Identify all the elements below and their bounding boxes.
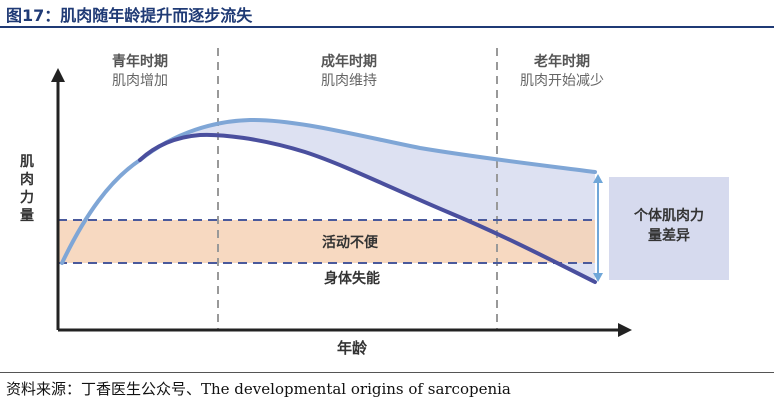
band-label: 活动不便 <box>322 234 379 251</box>
curve-gap-area <box>140 119 595 282</box>
difference-label-line1: 个体肌肉力 <box>633 207 704 224</box>
stage-name-adult: 成年时期 <box>321 53 377 70</box>
threshold-label: 身体失能 <box>324 270 380 287</box>
difference-box <box>609 177 729 280</box>
upper-curve <box>60 117 597 265</box>
source-note: 资料来源：丁香医生公众号、The developmental origins o… <box>6 380 511 398</box>
stage-desc-adult: 肌肉维持 <box>321 73 377 89</box>
y-axis-label-char: 肉 <box>20 171 34 188</box>
y-axis-label-char: 肌 <box>20 154 34 170</box>
figure-title: 图17：肌肉随年龄提升而逐步流失 <box>6 6 253 25</box>
y-axis-label-char: 力 <box>20 189 34 206</box>
stage-desc-youth: 肌肉增加 <box>112 73 168 89</box>
stage-name-youth: 青年时期 <box>112 53 168 70</box>
x-axis-label: 年龄 <box>337 339 368 357</box>
x-axis-arrow <box>618 323 632 337</box>
difference-arrow-head-top <box>593 174 603 183</box>
stage-name-elderly: 老年时期 <box>534 53 590 70</box>
y-axis-label-char: 量 <box>20 208 34 224</box>
source-rule <box>0 372 774 373</box>
y-axis-arrow <box>51 68 65 82</box>
mobility-band <box>58 220 595 263</box>
lower-curve <box>138 132 597 284</box>
difference-arrow-head-bottom <box>593 273 603 282</box>
stage-desc-elderly: 肌肉开始减少 <box>520 73 604 89</box>
difference-label-line2: 量差异 <box>648 227 690 244</box>
title-rule <box>0 26 774 28</box>
